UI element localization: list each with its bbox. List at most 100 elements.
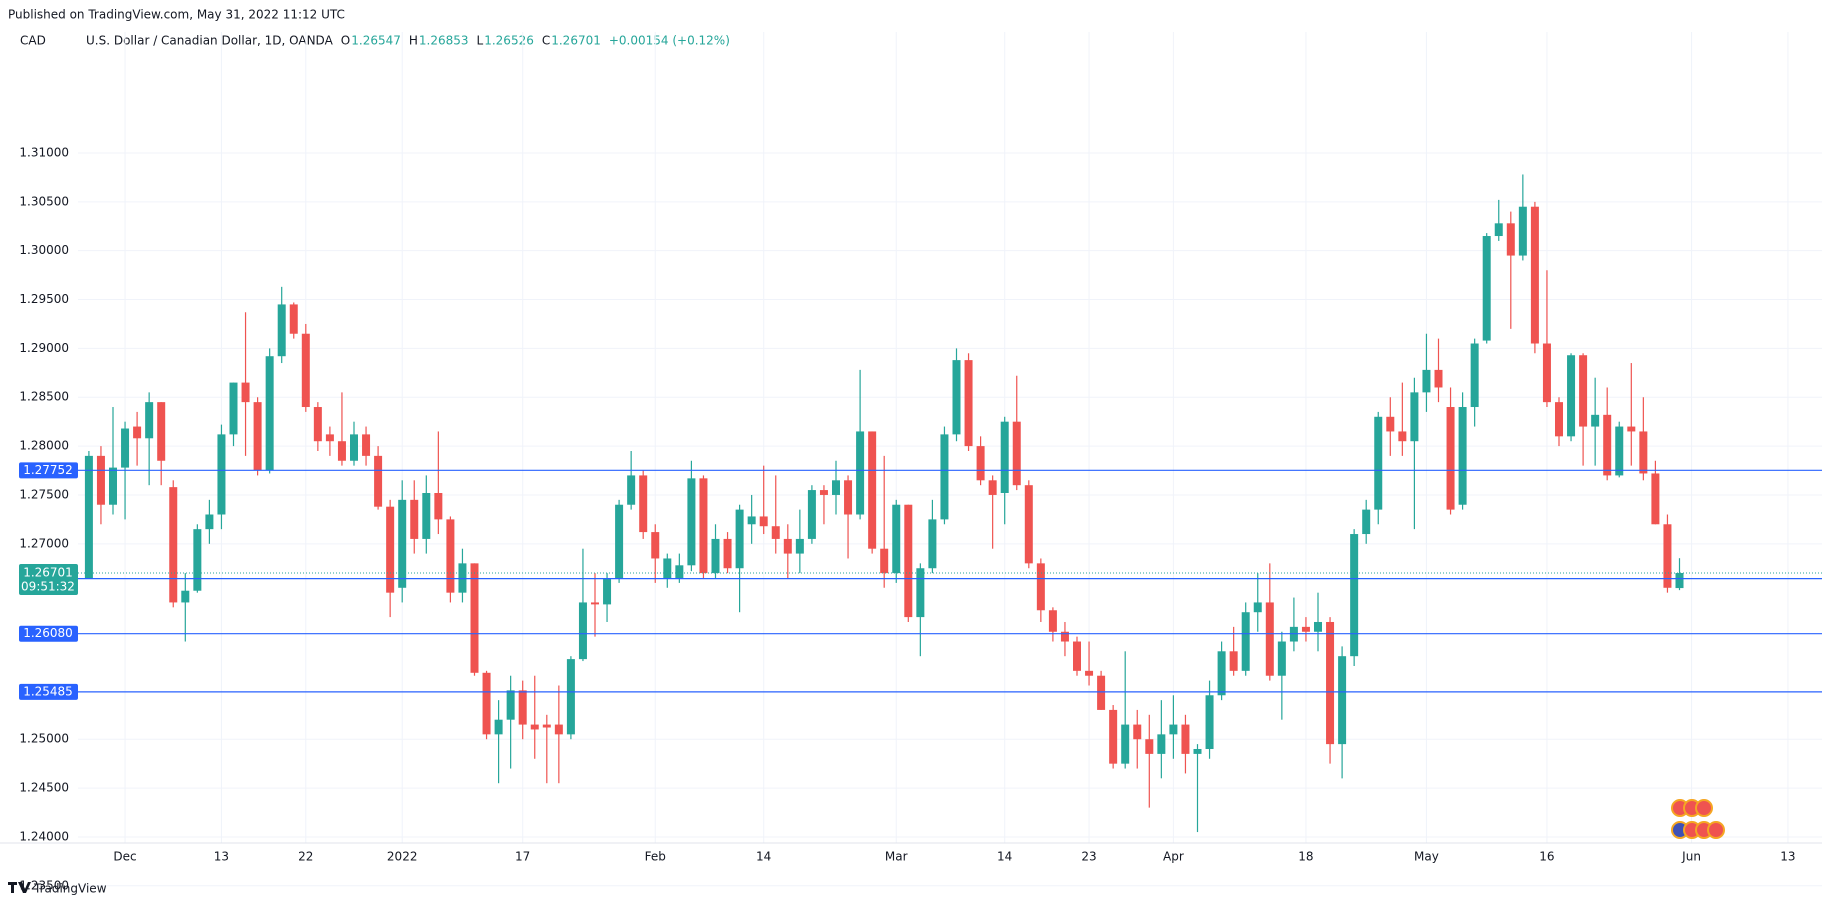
candle-body — [687, 478, 696, 566]
candle-body — [313, 407, 322, 442]
candle-body — [265, 356, 274, 471]
candle-body — [1073, 641, 1081, 671]
legend-label: O — [341, 34, 350, 48]
candle-body — [337, 441, 346, 461]
candle-body — [1217, 651, 1226, 696]
candle-body — [1362, 509, 1371, 535]
candle-body — [880, 548, 889, 574]
legend-change: +0.00154 (+0.12%) — [609, 34, 730, 48]
candle-body — [410, 499, 419, 539]
candle-body — [627, 475, 636, 505]
price-label-bg — [19, 683, 78, 700]
candle-body — [771, 526, 780, 539]
candle-body — [819, 490, 828, 495]
candle-body — [169, 487, 178, 603]
candle-body — [325, 434, 334, 442]
x-tick-label: 16 — [1539, 850, 1554, 864]
candle-body — [566, 659, 575, 735]
candle-body — [1085, 670, 1094, 676]
x-tick-label: Jun — [1681, 850, 1701, 864]
candle-body — [241, 382, 250, 403]
candle-body — [422, 493, 431, 539]
candle-body — [1579, 355, 1588, 427]
y-tick-label: 1.27000 — [19, 536, 69, 550]
candle-body — [1374, 416, 1383, 510]
candle-body — [84, 455, 93, 579]
brand-logo — [8, 882, 31, 893]
candle-body — [1024, 485, 1033, 564]
candle-body — [1398, 431, 1407, 442]
candle-body — [145, 402, 154, 439]
candle-body — [1555, 402, 1563, 437]
candle-body — [434, 493, 443, 520]
candle-body — [615, 504, 624, 579]
legend-value: 1.26853 — [419, 34, 469, 48]
candle-body — [217, 434, 226, 515]
candle-body — [1314, 621, 1322, 632]
candle-body — [1265, 602, 1274, 676]
candle-body — [1145, 739, 1154, 754]
y-tick-label: 1.24500 — [19, 781, 69, 795]
candle-body — [711, 538, 720, 574]
candle-body — [121, 428, 130, 468]
candle-body — [1542, 343, 1551, 403]
candle-body — [1446, 407, 1455, 510]
price-label: 1.26080 — [23, 626, 73, 640]
candle-body — [1012, 421, 1021, 486]
candle-body — [1048, 610, 1057, 632]
candle-body — [1326, 621, 1335, 745]
candle-body — [1518, 206, 1527, 256]
candle-body — [904, 504, 913, 618]
candle-body — [868, 431, 877, 549]
candle-body — [1301, 626, 1310, 632]
candle-body — [1193, 749, 1202, 754]
candle-body — [603, 578, 612, 605]
candle-body — [735, 509, 744, 569]
candle-body — [844, 480, 853, 515]
legend-label: H — [409, 34, 418, 48]
candle-body — [554, 724, 563, 735]
candle-body — [952, 360, 961, 435]
x-tick-label: 14 — [756, 850, 771, 864]
candle-body — [1434, 369, 1443, 388]
legend-value: 1.26547 — [351, 34, 401, 48]
candle-body — [1157, 734, 1166, 754]
x-tick-label: Mar — [885, 850, 908, 864]
candle-body — [578, 602, 587, 660]
candle-body — [723, 538, 732, 569]
candle-body — [940, 434, 949, 520]
plot: Dec 13 22 2022 17 Feb 14 Mar 14 23 Apr 18 May 16 Jun 13… — [0, 32, 1822, 892]
last-price-bg — [19, 564, 78, 596]
candle-body — [1675, 573, 1684, 589]
x-tick-label: 17 — [515, 850, 530, 864]
candle-body — [591, 602, 599, 605]
candle-body — [109, 467, 117, 505]
candle-body — [518, 690, 527, 725]
candle-body — [1663, 524, 1672, 588]
candle-body — [675, 565, 684, 579]
candle-body — [205, 514, 214, 530]
candle-body — [482, 672, 491, 735]
candle-body — [506, 690, 515, 720]
candle-body — [1205, 695, 1214, 750]
candle-body — [699, 478, 708, 574]
candle-body — [1482, 236, 1491, 341]
candle-body — [807, 490, 816, 539]
candle-body — [386, 506, 395, 593]
candle-body — [494, 719, 503, 735]
y-tick-label: 1.29000 — [19, 341, 69, 355]
candle-body — [916, 568, 925, 618]
legend-value: 1.26701 — [551, 34, 601, 48]
candle-body — [1109, 709, 1118, 764]
candle-body — [157, 402, 166, 461]
candle-body — [1639, 431, 1648, 474]
candle-body — [1591, 414, 1600, 427]
candle-body — [892, 504, 901, 574]
candle-body — [289, 304, 298, 334]
candle-body — [446, 519, 455, 593]
x-tick-label: Apr — [1163, 850, 1184, 864]
candle-body — [1603, 414, 1612, 476]
brand: TradingView — [33, 882, 107, 896]
legend: U.S. Dollar / Canadian Dollar, 1D, OANDA… — [86, 34, 730, 48]
x-tick-label: May — [1414, 850, 1439, 864]
